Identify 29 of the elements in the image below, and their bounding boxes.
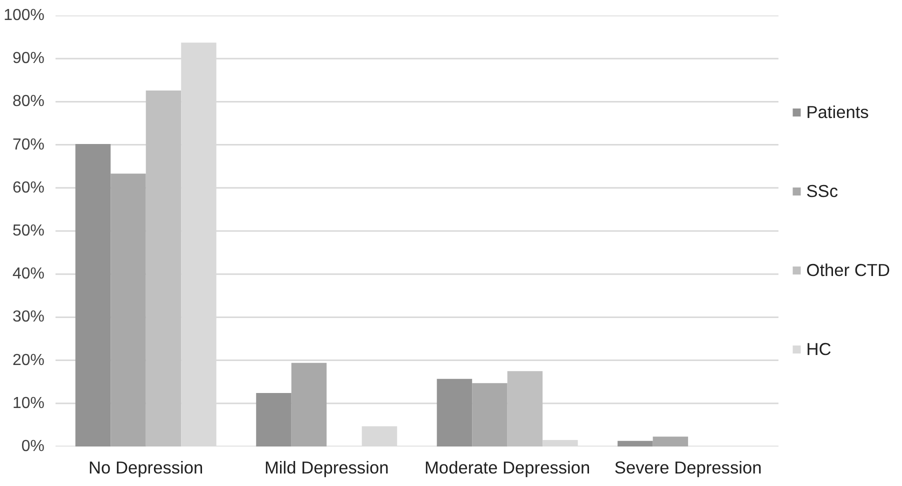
y-tick-label: 20% (12, 352, 45, 369)
y-tick-label: 30% (12, 308, 45, 326)
y-tick-label: 70% (12, 136, 45, 154)
y-tick-label: 100% (4, 7, 44, 24)
x-tick-label: Mild Depression (264, 458, 389, 478)
bar (291, 362, 327, 446)
y-tick-label: 80% (12, 93, 45, 110)
x-tick-label: Severe Depression (614, 458, 762, 478)
x-tick-label: Moderate Depression (424, 458, 590, 478)
y-tick-label: 40% (12, 266, 45, 283)
y-tick-label: 0% (21, 438, 44, 455)
legend-label: SSc (806, 180, 838, 202)
bar (75, 144, 111, 446)
y-tick-label: 10% (12, 394, 45, 412)
y-tick-label: 60% (12, 179, 45, 196)
legend-label: Patients (806, 102, 869, 122)
y-tick-label: 50% (12, 222, 45, 240)
y-tick-label: 90% (12, 50, 45, 68)
bar (110, 174, 146, 446)
bar (507, 371, 543, 446)
x-tick-label: No Depression (88, 458, 204, 478)
bar (618, 440, 653, 446)
bar (256, 393, 292, 446)
bar (436, 378, 472, 446)
legend-label: HC (806, 338, 832, 360)
bar (472, 383, 508, 446)
bar (652, 436, 688, 446)
bar (146, 90, 182, 446)
legend-label: Other CTD (806, 260, 890, 280)
